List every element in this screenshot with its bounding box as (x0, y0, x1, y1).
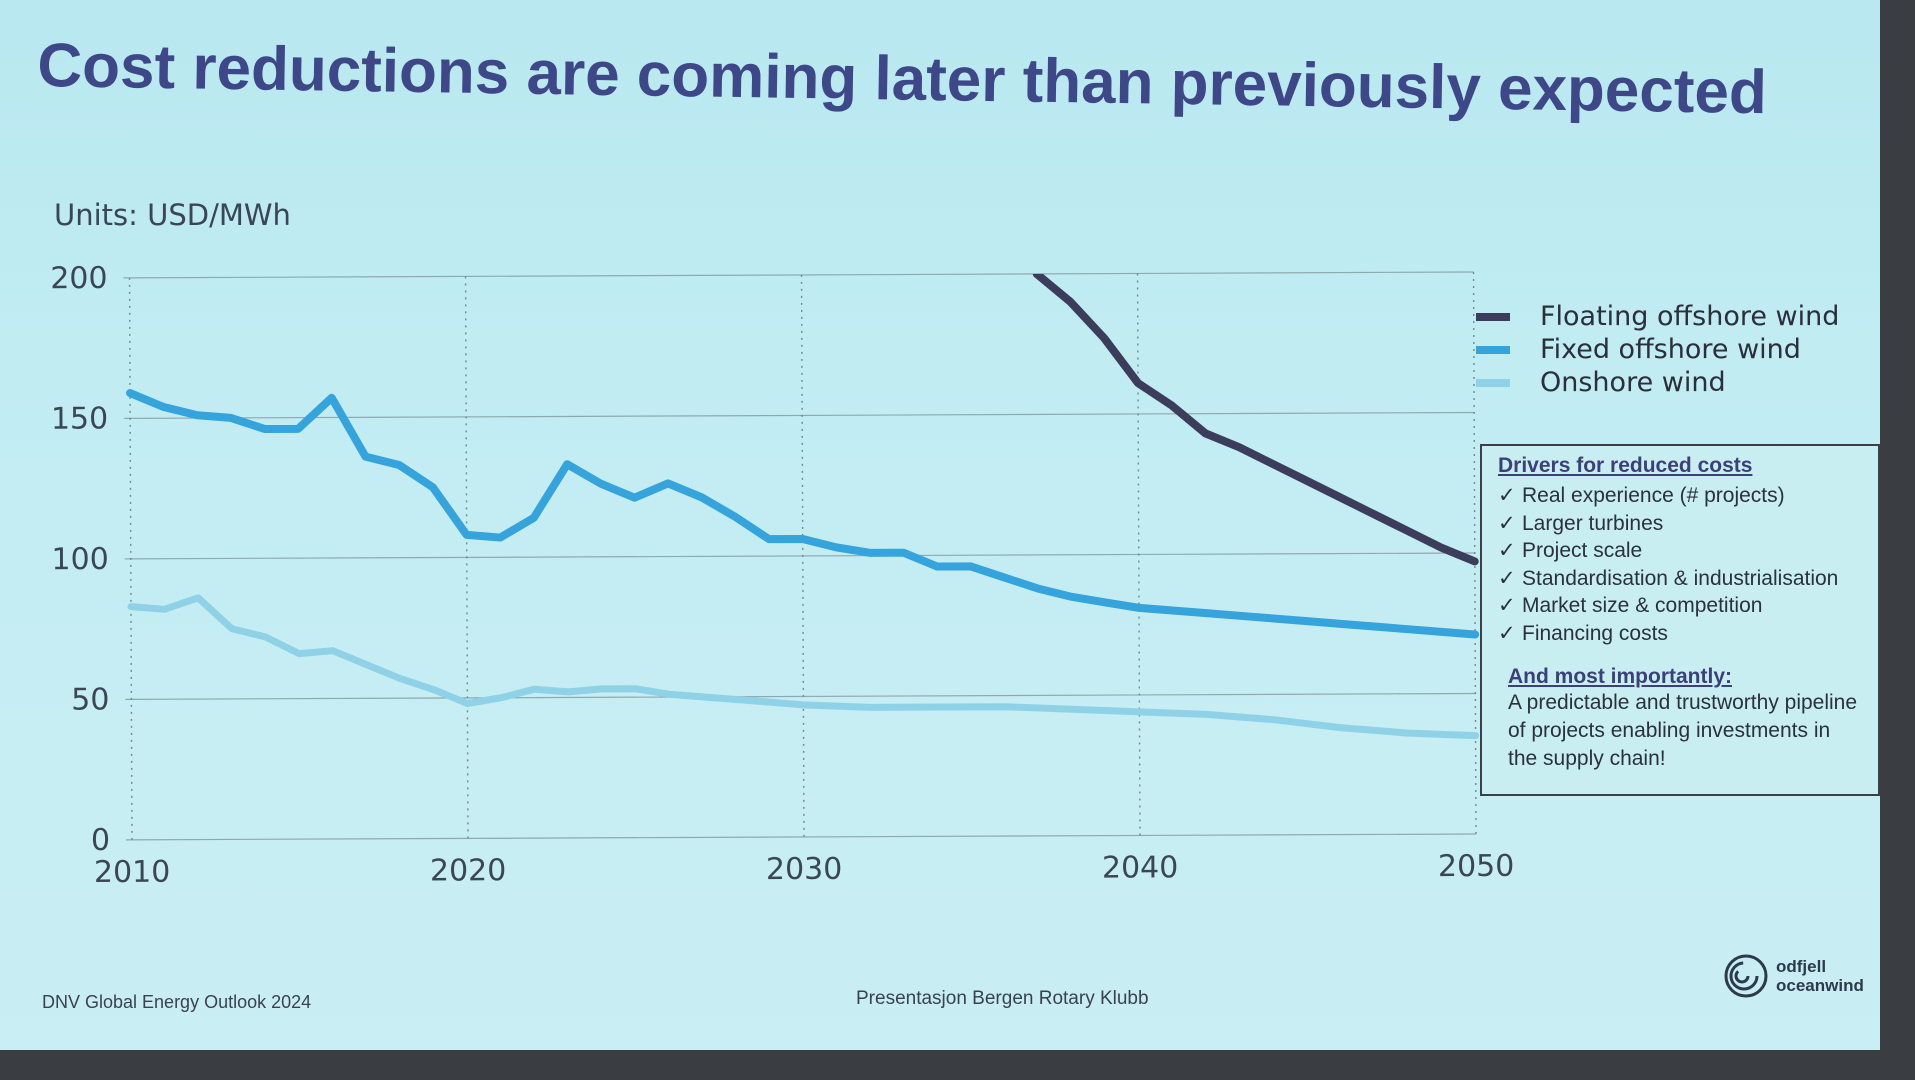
y-gridline (125, 833, 1476, 841)
y-gridline (124, 411, 1475, 419)
legend-label-floating: Floating offshore wind (1540, 301, 1840, 332)
check-icon: ✓ (1498, 621, 1516, 645)
check-icon: ✓ (1498, 594, 1516, 617)
logo-line1: odfjell (1776, 957, 1827, 976)
legend-item-floating: Floating offshore wind (1476, 300, 1839, 333)
footer-source: DNV Global Energy Outlook 2024 (42, 992, 312, 1012)
driver-item: ✓ Project scale (1498, 537, 1868, 565)
x-gridline (1472, 271, 1477, 834)
legend-swatch-fixed (1476, 345, 1510, 354)
check-icon: ✓ (1498, 484, 1516, 507)
chart-legend: Floating offshore wind Fixed offshore wi… (1476, 300, 1839, 399)
driver-item: ✓ Standardisation & industrialisation (1498, 565, 1868, 593)
y-gridline (124, 552, 1475, 560)
check-icon: ✓ (1498, 539, 1516, 562)
legend-label-fixed: Fixed offshore wind (1540, 334, 1801, 365)
x-tick-label: 2050 (1438, 849, 1515, 884)
units-label: Units: USD/MWh (54, 198, 291, 232)
drivers-box: Drivers for reduced costs ✓ Real experien… (1480, 444, 1880, 796)
footer-center: Presentasjon Bergen Rotary Klubb (856, 988, 1149, 1009)
driver-item: ✓ Financing costs (1498, 620, 1868, 648)
x-gridline (1136, 273, 1141, 836)
chart-series (126, 271, 1480, 740)
driver-item-label: Standardisation & industrialisation (1522, 566, 1839, 590)
slide: Cost reductions are coming later than pr… (0, 0, 1880, 1050)
x-gridline (800, 274, 805, 837)
driver-item-label: Financing costs (1522, 621, 1668, 645)
x-gridline (464, 276, 469, 839)
legend-item-fixed: Fixed offshore wind (1476, 333, 1839, 366)
check-icon: ✓ (1498, 566, 1516, 590)
logo-line2: oceanwind (1776, 976, 1864, 995)
driver-item: ✓ Market size & competition (1498, 592, 1868, 620)
y-tick-label: 50 (71, 682, 109, 717)
x-tick-label: 2010 (94, 855, 171, 890)
driver-item-label: Real experience (# projects) (1522, 484, 1785, 507)
logo-swirl-icon (1724, 954, 1768, 998)
driver-item-label: Market size & competition (1522, 594, 1763, 617)
driver-item-label: Project scale (1522, 539, 1643, 562)
series-line-fixed (126, 389, 1480, 639)
legend-item-onshore: Onshore wind (1476, 366, 1839, 399)
driver-item: ✓ Real experience (# projects) (1498, 482, 1868, 510)
y-tick-label: 150 (51, 401, 108, 436)
chart-grid (123, 271, 1477, 841)
y-gridline (125, 692, 1476, 700)
check-icon: ✓ (1498, 511, 1516, 535)
driver-item-label: Larger turbines (1522, 511, 1664, 535)
y-tick-label: 200 (50, 261, 107, 296)
y-tick-label: 0 (91, 823, 110, 858)
driver-item: ✓ Larger turbines (1498, 510, 1868, 538)
drivers-note-line: the supply chain! (1508, 747, 1666, 770)
legend-swatch-onshore (1476, 378, 1510, 387)
drivers-note-line: A predictable and trustworthy pipeline (1508, 691, 1858, 714)
chart-tick-labels: 0 50 100 150 200 2010 2020 2030 2040 2050 (50, 261, 1515, 890)
y-gridline (123, 271, 1474, 279)
x-tick-label: 2020 (430, 853, 507, 888)
drivers-note-line: of projects enabling investments in (1508, 719, 1831, 742)
legend-label-onshore: Onshore wind (1540, 367, 1726, 398)
line-chart: 0 50 100 150 200 2010 2020 2030 2040 2050 (50, 261, 1515, 890)
drivers-title: Drivers for reduced costs (1498, 454, 1753, 477)
odfjell-logo: odfjell oceanwind (1722, 948, 1864, 1004)
legend-swatch-floating (1476, 312, 1510, 321)
y-tick-label: 100 (51, 542, 108, 577)
series-line-onshore (127, 594, 1480, 740)
x-tick-label: 2030 (766, 852, 843, 887)
x-gridline (128, 277, 133, 840)
series-line-floating (1032, 271, 1479, 566)
drivers-subtitle: And most importantly: (1508, 665, 1732, 688)
x-tick-label: 2040 (1102, 850, 1179, 885)
